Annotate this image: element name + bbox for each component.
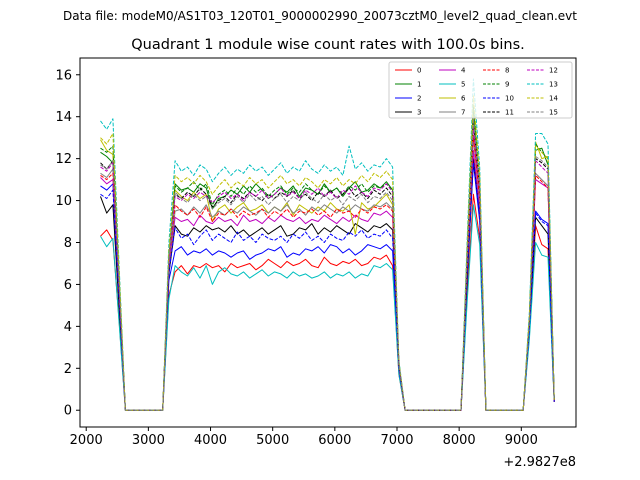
legend-label-15: 15 <box>549 109 558 117</box>
legend-label-3: 3 <box>417 109 421 117</box>
legend-label-7: 7 <box>461 109 465 117</box>
y-tick-label: 16 <box>55 68 72 83</box>
series-line-10 <box>100 162 555 411</box>
x-tick-label: 9000 <box>505 433 538 448</box>
legend-label-2: 2 <box>417 95 421 103</box>
x-tick-label: 7000 <box>380 433 413 448</box>
series-line-14 <box>100 95 555 411</box>
suptitle: Data file: modeM0/AS1T03_120T01_90000029… <box>63 9 577 23</box>
legend-label-8: 8 <box>505 67 509 75</box>
y-tick-label: 2 <box>64 362 72 377</box>
legend-label-0: 0 <box>417 67 421 75</box>
legend-label-14: 14 <box>549 95 558 103</box>
y-tick-label: 8 <box>64 236 72 251</box>
series-line-5 <box>100 204 555 411</box>
x-tick-label: 8000 <box>443 433 476 448</box>
x-tick-label: 3000 <box>132 433 165 448</box>
legend-label-9: 9 <box>505 81 509 89</box>
y-tick-label: 6 <box>64 278 72 293</box>
series-lines <box>100 78 555 411</box>
legend-label-11: 11 <box>505 109 514 117</box>
chart-title: Quadrant 1 module wise count rates with … <box>131 37 525 53</box>
legend-label-13: 13 <box>549 81 558 89</box>
y-tick-label: 4 <box>64 320 72 335</box>
y-tick-label: 12 <box>55 152 72 167</box>
legend-label-1: 1 <box>417 81 421 89</box>
legend-label-10: 10 <box>505 95 514 103</box>
x-axis: 2000 3000 4000 5000 6000 7000 8000 9000 <box>70 427 538 448</box>
series-line-8 <box>100 135 555 411</box>
legend-label-4: 4 <box>461 67 466 75</box>
legend-label-6: 6 <box>461 95 466 103</box>
x-offset-label: +2.9827e8 <box>503 455 576 470</box>
series-line-15 <box>100 118 555 411</box>
legend-box <box>388 61 573 119</box>
x-tick-label: 5000 <box>256 433 289 448</box>
y-tick-label: 0 <box>64 404 72 419</box>
series-line-13 <box>100 78 555 411</box>
legend-label-5: 5 <box>461 81 465 89</box>
y-tick-label: 14 <box>55 110 72 125</box>
y-axis: 0 2 4 6 8 10 12 14 16 <box>55 68 80 419</box>
x-tick-label: 2000 <box>70 433 103 448</box>
x-tick-label: 4000 <box>194 433 227 448</box>
y-tick-label: 10 <box>55 194 72 209</box>
legend-label-12: 12 <box>549 67 558 75</box>
x-tick-label: 6000 <box>318 433 351 448</box>
